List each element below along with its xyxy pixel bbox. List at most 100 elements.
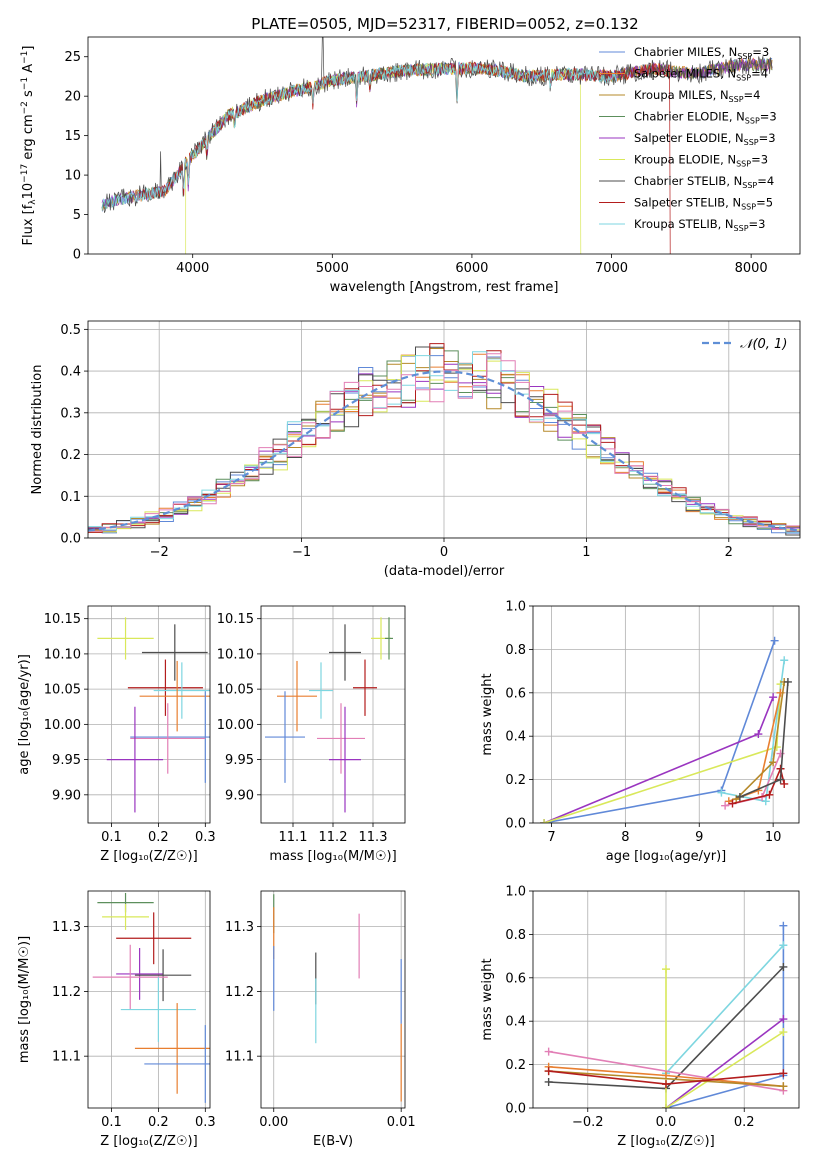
weight-marker [780,656,789,665]
x-axis-label: Z [log₁₀(Z/Z☉)] [100,849,197,864]
y-tick-label: 0 [73,248,81,263]
weight-marker [765,790,774,799]
y-tick-label: 10.10 [217,647,254,662]
y-axis-label: mass [log₁₀(M/M☉)] [17,936,32,1063]
x-axis-label: E(B-V) [313,1134,353,1149]
y-tick-label: 1.0 [505,885,526,900]
y-axis-label: Normed distribution [30,365,45,495]
y-tick-label: 11.3 [52,920,81,935]
y-tick-label: 9.90 [52,788,81,803]
x-tick-label: 0.3 [195,830,216,845]
axes-frame [87,890,211,1109]
y-tick-label: 11.1 [52,1050,81,1065]
y-tick-label: 10.15 [44,612,81,627]
legend-entry: Salpeter STELIB, NSSP=5 [634,196,773,212]
plot-area [261,606,405,823]
chart-spectrum: 4000 5000 6000 7000 8000 0 5 10 15 20 25 wavelength… [20,36,801,295]
weight-line [548,1070,784,1088]
chart-age_weight: 7 8 9 10 0.0 0.2 0.4 0.6 0.8 1.0 age [log₁₀(age/yr… [480,600,800,864]
error-point [127,659,203,716]
x-tick-label: 0.00 [259,1115,288,1130]
x-tick-label: 0.2 [148,830,169,845]
x-tick-label: 6000 [455,261,488,276]
x-tick-label: 1 [582,545,590,560]
legend-entry: Kroupa STELIB, NSSP=3 [634,217,765,233]
chart-ebv_mass: 0.00 0.01 11.1 11.2 11.3 E(B-V) [225,890,416,1149]
x-tick-label: 2 [725,545,733,560]
error-point [265,691,305,783]
error-point [106,706,164,813]
weight-marker [662,965,670,974]
weight-line [543,684,782,823]
error-point [130,691,210,783]
x-tick-label: 0.2 [734,1115,755,1130]
weight-marker [783,677,792,686]
axes-frame [260,890,406,1109]
error-point [92,944,168,1010]
x-axis-label: wavelength [Angstrom, rest frame] [330,280,559,295]
y-tick-label: 0.4 [60,365,81,380]
error-point [134,949,192,1002]
weight-marker [662,1080,670,1089]
x-tick-label: 4000 [176,261,209,276]
x-tick-label: 11.3 [359,830,388,845]
weight-marker [717,788,726,797]
y-tick-label: 10.05 [217,683,254,698]
legend-entry: Chabrier STELIB, NSSP=4 [634,174,774,190]
error-point [134,1003,210,1094]
y-tick-label: 11.1 [225,1050,254,1065]
error-point [329,706,361,813]
weight-marker [769,693,778,702]
y-axis-label: age [log₁₀(age/yr)] [17,654,32,775]
x-tick-label: 11.1 [279,830,308,845]
error-point [102,903,149,930]
y-tick-label: 9.95 [225,753,254,768]
x-axis-label: Z [log₁₀(Z/Z☉)] [100,1134,197,1149]
error-point [353,659,377,716]
x-tick-label: 9 [695,830,703,845]
y-axis-label: Flux [fλ10−17 erg cm−2 s−1 A−1] [20,46,38,246]
y-tick-label: 5 [73,208,81,223]
y-tick-label: 10.15 [217,612,254,627]
y-tick-label: 0.0 [505,817,526,832]
y-tick-label: 0.4 [505,1015,526,1030]
x-tick-label: 0 [440,545,448,560]
x-tick-label: 0.3 [195,1115,216,1130]
x-axis-label: mass [log₁₀(M/M☉)] [269,849,396,864]
y-tick-label: 11.2 [225,985,254,1000]
chart-z_weight: −0.2 0.0 0.2 0.0 0.2 0.4 0.6 0.8 1.0 Z [log₁₀(Z/Z… [480,885,800,1149]
y-tick-label: 0.2 [60,448,81,463]
y-tick-label: 9.95 [52,753,81,768]
y-tick-label: 25 [64,50,81,65]
y-tick-label: 0.0 [505,1102,526,1117]
x-tick-label: −2 [150,545,169,560]
weight-marker [779,1028,788,1037]
error-point [141,624,208,681]
error-point [385,617,393,660]
error-point [277,660,317,732]
y-tick-label: 10.05 [44,683,81,698]
error-point [153,662,210,719]
plot-area [533,891,799,1108]
chart-residuals: −2 −1 0 1 2 0.0 0.1 0.2 0.3 0.4 0.5 (data-model)/er… [30,320,801,579]
y-tick-label: 0.8 [505,928,526,943]
error-point [120,977,196,1042]
y-tick-label: 0.4 [505,730,526,745]
y-tick-label: 0.8 [505,643,526,658]
plot-area [261,891,405,1108]
chart-z_mass: 0.1 0.2 0.3 11.1 11.2 11.3 Z [log₁₀(Z/Z☉)] mass… [17,890,216,1149]
error-point [309,662,333,719]
x-tick-label: 0.1 [101,1115,122,1130]
weight-marker [721,801,730,810]
error-point [116,912,192,965]
weight-marker [779,941,788,950]
x-axis-label: (data-model)/error [384,564,505,579]
plot-area [101,37,773,254]
x-tick-label: 0.1 [101,830,122,845]
x-tick-label: 10 [765,830,782,845]
weight-marker [540,819,549,823]
axes-frame [532,605,800,824]
chart-mass_age: 11.1 11.2 11.3 9.90 9.95 10.00 10.05 10.10 10.15… [217,605,406,864]
weight-marker [761,797,770,806]
legend-entry: Salpeter MILES, NSSP=4 [634,67,768,83]
